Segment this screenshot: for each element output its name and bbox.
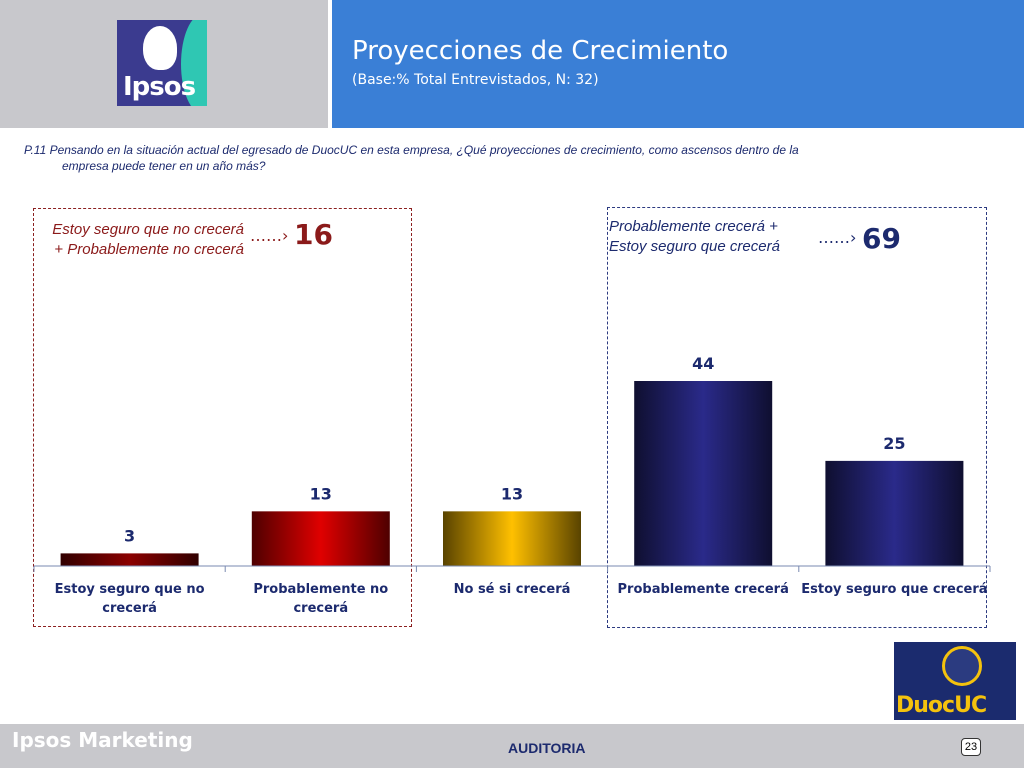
bar-3 <box>634 381 773 566</box>
category-label-3: Probablemente crecerá <box>618 582 789 597</box>
footer-center-label: AUDITORIA <box>508 740 586 756</box>
question-line-2: empresa puede tener en un año más? <box>62 159 266 173</box>
positive-arrow-icon: ……› <box>818 228 857 247</box>
bar-2 <box>443 511 581 566</box>
footer-brand: Ipsos Marketing <box>12 728 193 752</box>
question-line-1: P.11 Pensando en la situación actual del… <box>24 143 799 157</box>
data-label-2: 13 <box>501 484 523 503</box>
category-label-4: Estoy seguro que crecerá <box>801 582 987 597</box>
bar-1 <box>251 511 390 566</box>
negative-group-box <box>33 208 412 627</box>
question-text: P.11 Pensando en la situación actual del… <box>24 142 984 174</box>
duocuc-logo: DuocUC <box>894 642 1016 720</box>
duocuc-logo-text: DuocUC <box>896 693 987 718</box>
negative-arrow-icon: ……› <box>250 226 289 245</box>
category-label-0: Estoy seguro que no crecerá <box>55 582 205 616</box>
data-label-1: 13 <box>310 484 332 503</box>
data-label-3: 44 <box>692 354 714 373</box>
page-number: 23 <box>961 738 981 756</box>
positive-group-box <box>607 207 987 628</box>
header-right-panel <box>332 0 1024 128</box>
category-label-1: Probablemente no crecerá <box>253 582 388 616</box>
negative-sum-value: 16 <box>294 218 333 251</box>
bar-4 <box>825 460 964 566</box>
positive-sum-value: 69 <box>862 222 901 255</box>
duocuc-seal-icon <box>942 646 982 686</box>
positive-sum-label: Probablemente crecerá + Estoy seguro que… <box>609 218 780 255</box>
negative-sum-label: Estoy seguro que no crecerá + Probableme… <box>52 221 244 258</box>
data-label-0: 3 <box>124 526 135 545</box>
ipsos-logo-text: Ipsos <box>123 72 196 102</box>
category-label-2: No sé si crecerá <box>454 582 571 597</box>
ipsos-logo: Ipsos <box>117 20 207 106</box>
page-subtitle: (Base:% Total Entrevistados, N: 32) <box>352 72 599 88</box>
bar-0 <box>60 553 199 566</box>
page-title: Proyecciones de Crecimiento <box>352 36 729 66</box>
footer-bar <box>0 724 1024 768</box>
data-label-4: 25 <box>883 434 905 453</box>
